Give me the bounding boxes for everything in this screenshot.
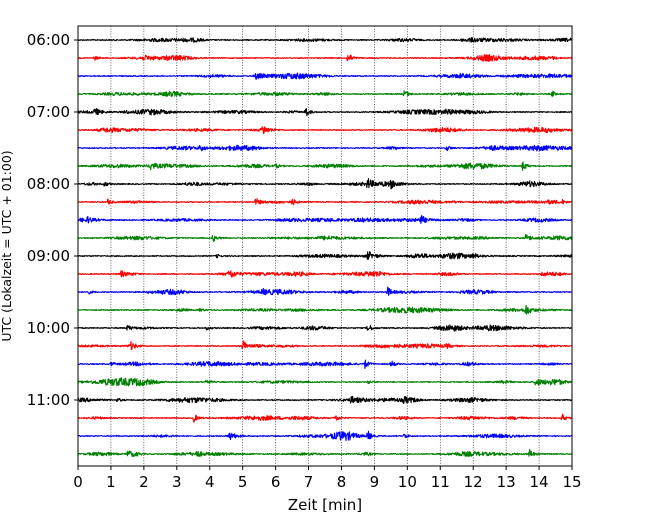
x-tick-label: 12 [464,473,483,491]
trace-row-0930 [77,286,573,296]
x-tick-label: 11 [431,473,450,491]
trace-row-0700 [77,108,573,117]
trace-row-1015 [77,340,573,351]
trace-row-0845 [77,234,573,242]
x-tick-label: 7 [304,473,314,491]
trace-row-1030 [77,359,573,369]
x-tick-label: 3 [172,473,182,491]
trace-row-0745 [77,161,573,171]
x-tick-label: 6 [271,473,281,491]
y-axis-label: UTC (Lokalzeit = UTC + 01:00) [0,150,14,341]
trace-row-1045 [77,377,573,387]
x-tick-label: 14 [530,473,549,491]
x-tick-label: 15 [562,473,581,491]
trace-row-0600 [77,37,573,43]
x-tick-label: 4 [205,473,215,491]
trace-row-0730 [77,144,573,152]
plot-frame [77,25,573,467]
x-tick-label: 8 [337,473,347,491]
x-tick-label: 5 [238,473,248,491]
y-tick-label: 06:00 [27,31,70,49]
trace-row-0815 [77,198,573,206]
trace-row-0830 [77,215,573,224]
x-axis-label: Zeit [min] [288,496,362,514]
y-tick-label: 11:00 [27,391,70,409]
y-tick-label: 09:00 [27,247,70,265]
trace-row-1145 [77,449,573,458]
x-axis: 0 1 2 3 4 5 6 7 8 9 10 11 12 13 14 15 [73,466,582,491]
trace-row-1130 [77,430,573,442]
trace-row-0615 [77,53,573,63]
x-tick-label: 0 [73,473,83,491]
trace-row-0630 [77,72,573,80]
seismogram-traces [77,37,573,458]
y-tick-label: 08:00 [27,175,70,193]
trace-row-0900 [77,251,573,260]
trace-row-1115 [77,413,573,423]
trace-row-0945 [77,304,573,315]
trace-row-1000 [77,324,573,332]
trace-row-0715 [77,126,573,135]
x-tick-label: 13 [497,473,516,491]
y-tick-label: 10:00 [27,319,70,337]
trace-row-1100 [77,395,573,405]
trace-row-0645 [77,90,573,98]
y-axis: 06:00 07:00 08:00 09:00 10:00 11:00 [27,31,78,409]
x-tick-label: 2 [139,473,149,491]
x-tick-label: 9 [370,473,380,491]
trace-row-0800 [77,178,573,190]
y-tick-label: 07:00 [27,103,70,121]
plot-background [78,26,572,466]
x-tick-label: 10 [398,473,417,491]
trace-row-0915 [77,270,573,278]
x-tick-label: 1 [106,473,116,491]
grid-lines [110,26,540,466]
